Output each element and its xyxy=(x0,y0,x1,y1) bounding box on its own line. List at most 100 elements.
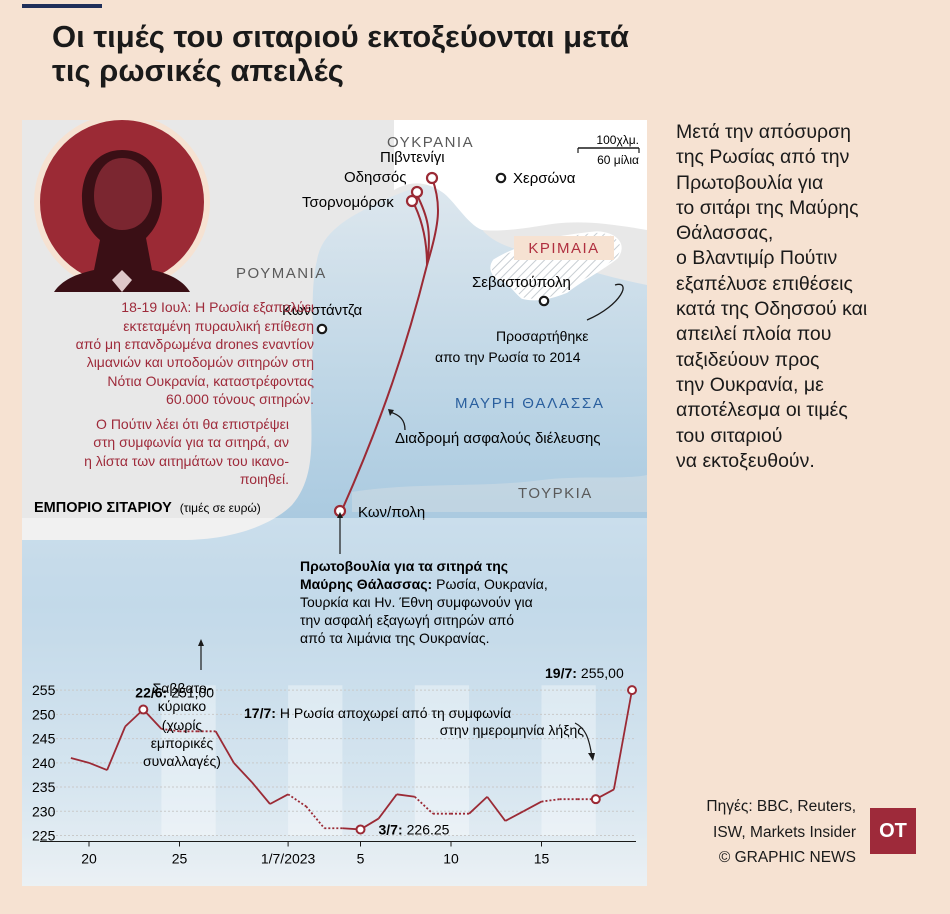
putin-line-4: ποιηθεί. xyxy=(240,471,289,487)
annexed-line-1: Προσαρτήθηκε xyxy=(496,328,589,344)
y-tick-label-230: 230 xyxy=(32,803,56,819)
title-line-1: Οι τιμές του σιταριού εκτοξεύονται μετά xyxy=(52,19,629,54)
withdraw-pointer xyxy=(574,722,593,758)
svg-text:την ασφαλή εξαγωγή σιτηρών από: την ασφαλή εξαγωγή σιτηρών από xyxy=(300,612,514,628)
x-tick-label-10: 10 xyxy=(443,851,459,867)
safe-corridor-route xyxy=(333,171,440,518)
weekend-band-2 xyxy=(414,685,470,836)
black-sea xyxy=(22,185,647,886)
attack-line-2: εκτεταμένη πυραυλική επίθεση xyxy=(123,318,314,334)
chart-axes: 225 230 235 240 245 250 255 20 25 1/7/2023 5 10 15 xyxy=(32,682,636,867)
attack-line-6: 60.000 τόνους σιτηρών. xyxy=(166,391,314,407)
constanta-marker xyxy=(316,323,328,335)
page-title: Οι τιμές του σιταριού εκτοξεύονται μετά … xyxy=(52,20,752,88)
safe-route-label: Διαδρομή ασφαλούς διέλευσης xyxy=(395,430,601,447)
series-segment-24 xyxy=(486,796,507,822)
city-chornomorsk-label: Τσορνομόρσκ xyxy=(302,194,394,211)
crimea-label-bg xyxy=(514,236,614,260)
attack-line-4: λιμανιών και υποδομών σιτηρών στη xyxy=(87,354,314,370)
svg-text:Σαββατο-: Σαββατο- xyxy=(153,680,212,696)
brand-logo: OT xyxy=(870,808,916,854)
chart-area-veil xyxy=(22,518,647,886)
series-segment-11 xyxy=(251,781,271,805)
weekend-note: Σαββατο- κύριακο (χωρίς εμπορικές συναλλ… xyxy=(143,680,221,769)
svg-text:Μαύρης Θάλασσας: Ρωσία, Ουκραν: Μαύρης Θάλασσας: Ρωσία, Ουκρανία, xyxy=(300,576,548,592)
chart-series xyxy=(70,685,637,835)
series-segment-1 xyxy=(70,757,90,764)
value-label-peak: 22/6: 251,00 xyxy=(135,685,214,701)
putin-line-2: στη συμφωνία για τα σιτηρά, αν xyxy=(93,434,289,450)
series-segment-26 xyxy=(522,800,542,813)
initiative-pointer-head xyxy=(337,512,343,518)
series-segment-14 xyxy=(305,805,325,829)
chart-gridlines xyxy=(40,689,636,836)
putin-note: Ο Πούτιν λέει ότι θα επιστρέψει στη συμφ… xyxy=(84,416,289,487)
city-kherson-label: Χερσώνα xyxy=(513,170,576,187)
crimea-annexed-pointer xyxy=(586,283,624,321)
city-odesa-label: Οδησσός xyxy=(344,169,406,186)
y-tick-label-225: 225 xyxy=(32,828,56,844)
crimea-label: ΚΡΙΜΑΙΑ xyxy=(528,240,599,257)
map-chart-panel: 100χλμ. 60 μίλια ΟΥΚΡΑΝΙΑ ΡΟΥΜΑΝΙΑ ΚΡΙΜΑ… xyxy=(22,120,647,886)
series-segment-6 xyxy=(161,728,180,733)
title-line-2: τις ρωσικές απειλές xyxy=(52,53,344,88)
value-label-last: 19/7: 255,00 xyxy=(545,665,624,681)
attack-note: 18-19 Ιουλ: Η Ρωσία εξαπολύει εκτεταμένη… xyxy=(76,299,315,407)
chornomorsk-port-marker xyxy=(405,194,419,208)
putin-line-1: Ο Πούτιν λέει ότι θα επιστρέψει xyxy=(96,416,289,432)
black-sea-label: ΜΑΥΡΗ ΘΑΛΑΣΣΑ xyxy=(455,395,605,412)
annexed-line-2: απο την Ρωσία το 2014 xyxy=(435,349,581,365)
weekend-band-1 xyxy=(288,685,343,836)
route-label-pointer xyxy=(389,411,406,431)
odesa-port-marker xyxy=(410,185,424,199)
top-accent-bar xyxy=(22,4,102,8)
withdraw-note: 17/7: Η Ρωσία αποχωρεί από τη συμφωνία στ… xyxy=(244,705,584,738)
route-pointer-head xyxy=(388,409,394,416)
series-segment-25 xyxy=(504,810,524,822)
svg-text:εμπορικές: εμπορικές xyxy=(151,735,214,751)
svg-text:17/7:Η Ρωσία αποχωρεί από τη σ: 17/7: Η Ρωσία αποχωρεί από τη συμφωνία xyxy=(244,705,511,721)
city-constanta-label: Κωνστάντζα xyxy=(282,302,362,319)
svg-text:Τουρκία και Ην. Έθνη συμφωνούν: Τουρκία και Ην. Έθνη συμφωνούν για xyxy=(300,594,533,610)
romania-label: ΡΟΥΜΑΝΙΑ xyxy=(236,265,327,282)
scale-mi-label: 60 μίλια xyxy=(597,153,639,167)
scale-bar: 100χλμ. 60 μίλια xyxy=(577,133,640,167)
y-tick-label-235: 235 xyxy=(32,779,56,795)
series-segment-18 xyxy=(377,793,398,820)
series-segment-2 xyxy=(88,761,108,771)
y-tick-label-245: 245 xyxy=(32,731,56,747)
svg-text:συναλλαγές): συναλλαγές) xyxy=(143,753,221,769)
x-tick-label-15: 15 xyxy=(534,851,550,867)
attack-line-1: 18-19 Ιουλ: Η Ρωσία εξαπολύει xyxy=(121,299,314,315)
weekend-pointer-head xyxy=(198,639,204,646)
sources-credit: Πηγές: BBC, Reuters, ISW, Markets Inside… xyxy=(706,798,856,866)
city-sevastopol-label: Σεβαστούπολη xyxy=(472,274,571,291)
y-tick-label-250: 250 xyxy=(32,706,56,722)
weekend-bands xyxy=(161,685,596,836)
series-segment-19 xyxy=(396,793,415,798)
sevastopol-marker xyxy=(538,295,550,307)
svg-text:κύριακο: κύριακο xyxy=(158,698,207,714)
value-label-low: 3/7: 226.25 xyxy=(379,821,450,837)
south-coast-land xyxy=(352,475,647,512)
weekend-band-0 xyxy=(161,685,216,836)
series-segment-23 xyxy=(468,796,488,815)
data-point-day-28 xyxy=(590,794,601,805)
x-tick-label-25: 25 xyxy=(172,851,188,867)
svg-text:στην ημερομηνία λήξης: στην ημερομηνία λήξης xyxy=(440,722,584,738)
data-point-day-15 xyxy=(355,824,366,835)
withdraw-pointer-head xyxy=(588,753,595,761)
kherson-marker xyxy=(495,172,507,184)
putin-line-3: η λίστα των αιτημάτων του ικανο- xyxy=(84,453,289,469)
x-tick-label-5: 5 xyxy=(357,851,365,867)
annexed-note: Προσαρτήθηκε απο την Ρωσία το 2014 xyxy=(435,328,589,365)
city-pivdennyi-label: Πιβντενίγι xyxy=(380,149,445,166)
series-segment-31 xyxy=(613,689,633,790)
svg-text:Πρωτοβουλία για τα σιτηρά της: Πρωτοβουλία για τα σιτηρά της xyxy=(300,558,508,574)
y-tick-label-240: 240 xyxy=(32,755,56,771)
city-istanbul-label: Κων/πολη xyxy=(358,504,425,521)
series-segment-27 xyxy=(541,798,560,803)
attack-line-3: από μη επανδρωμένα drones εναντίον xyxy=(76,336,314,352)
chart-value-labels: 22/6: 251,00 3/7: 226.25 19/7: 255,00 xyxy=(135,665,624,837)
cities: Πιβντενίγι Οδησσός Τσορνομόρσκ Χερσώνα Σ… xyxy=(282,149,576,521)
